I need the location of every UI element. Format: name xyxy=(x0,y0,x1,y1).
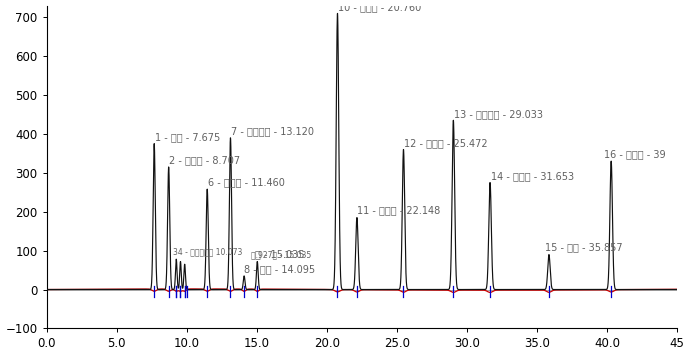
Text: 13 - 顺乌头酸 - 29.033: 13 - 顺乌头酸 - 29.033 xyxy=(454,109,543,119)
Text: 2 - 酒石酸 - 8.707: 2 - 酒石酸 - 8.707 xyxy=(169,155,240,165)
Text: 16 - 柠康酸 - 39: 16 - 柠康酸 - 39 xyxy=(604,150,666,159)
Text: 酸.927酸 - 15.035: 酸.927酸 - 15.035 xyxy=(251,251,311,260)
Text: 12 - 富马酸 - 25.472: 12 - 富马酸 - 25.472 xyxy=(404,138,488,148)
Text: 8 - 乳酸 - 14.095: 8 - 乳酸 - 14.095 xyxy=(244,264,315,274)
Text: 15 - 丙酸 - 35.857: 15 - 丙酸 - 35.857 xyxy=(544,242,622,252)
Text: 6 - 苹果酸 - 11.460: 6 - 苹果酸 - 11.460 xyxy=(208,178,285,188)
Text: 1 - 草酸 - 7.675: 1 - 草酸 - 7.675 xyxy=(155,132,220,142)
Text: 34 - 丙山酸酸屳 10.073: 34 - 丙山酸酸屳 10.073 xyxy=(173,248,243,257)
Text: 酸 - 15.035: 酸 - 15.035 xyxy=(255,250,304,260)
Text: 14 - 丙烯酸 - 31.653: 14 - 丙烯酸 - 31.653 xyxy=(491,171,573,181)
Text: 7 - 抗坏血酸 - 13.120: 7 - 抗坏血酸 - 13.120 xyxy=(231,126,314,136)
Text: 10 - 马来酸 - 20.760: 10 - 马来酸 - 20.760 xyxy=(338,2,422,12)
Text: 11 - 柠橬酸 - 22.148: 11 - 柠橬酸 - 22.148 xyxy=(357,206,441,216)
